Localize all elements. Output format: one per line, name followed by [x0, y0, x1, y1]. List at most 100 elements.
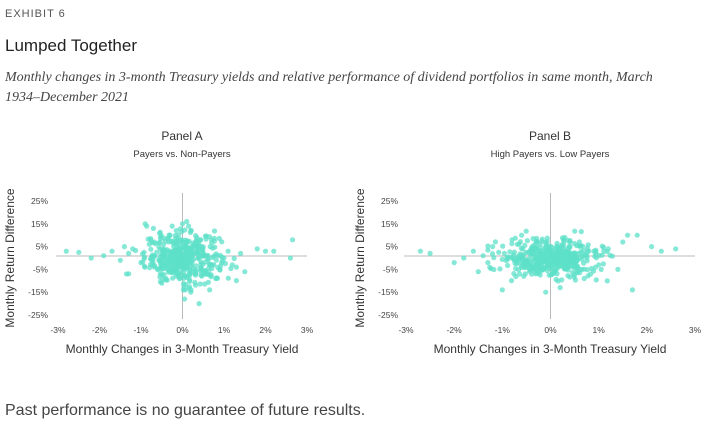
scatter-point	[577, 270, 583, 276]
scatter-point	[500, 243, 506, 249]
scatter-point	[193, 263, 199, 269]
scatter-point	[173, 228, 179, 234]
scatter-point	[531, 247, 537, 253]
scatter-point	[214, 253, 221, 259]
scatter-point	[522, 271, 528, 277]
scatter-point	[130, 246, 136, 252]
scatter-point	[554, 243, 560, 249]
scatter-point	[206, 261, 212, 267]
scatter-point	[554, 260, 560, 266]
scatter-point	[161, 272, 167, 278]
scatter-point	[509, 237, 515, 243]
scatter-point	[181, 257, 187, 263]
scatter-point	[499, 256, 505, 262]
scatter-point	[475, 269, 481, 275]
scatter-point	[196, 252, 202, 258]
scatter-point	[150, 225, 156, 231]
scatter-point	[88, 255, 94, 261]
scatter-point	[497, 266, 503, 272]
y-tick-label: 25%	[381, 196, 398, 206]
y-tick-label: -15%	[378, 287, 398, 297]
panel-a-chart: Panel A Payers vs. Non-Payers 25% 15% 5% -5% -…	[3, 129, 314, 356]
scatter-point	[565, 273, 571, 279]
scatter-point	[193, 267, 199, 274]
scatter-point	[508, 278, 515, 284]
scatter-point	[182, 296, 188, 302]
scatter-point	[658, 248, 664, 254]
scatter-point	[198, 266, 205, 273]
scatter-point	[514, 241, 520, 247]
scatter-point	[629, 287, 635, 293]
scatter-point	[117, 257, 123, 263]
scatter-point	[193, 233, 199, 239]
scatter-point	[187, 266, 193, 272]
scatter-point	[146, 241, 152, 247]
scatter-point	[211, 228, 218, 234]
scatter-point	[179, 221, 186, 227]
scatter-point	[242, 269, 248, 275]
scatter-point	[155, 266, 161, 272]
scatter-point	[200, 271, 206, 277]
scatter-point	[549, 266, 555, 272]
scatter-point	[185, 247, 191, 253]
scatter-point	[193, 239, 199, 245]
scatter-point	[158, 257, 164, 263]
scatter-point	[523, 264, 529, 270]
scatter-point	[504, 254, 510, 261]
scatter-point	[183, 251, 189, 257]
y-tick-label: -5%	[33, 264, 49, 274]
scatter-point	[572, 262, 578, 269]
scatter-point	[451, 260, 457, 266]
scatter-point	[530, 261, 537, 268]
y-tick-label: 25%	[31, 196, 48, 206]
scatter-point	[173, 259, 179, 265]
scatter-point	[229, 262, 235, 268]
panel-subtitle: High Payers vs. Low Payers	[491, 149, 610, 160]
x-tick-label: -1%	[495, 325, 511, 335]
scatter-point	[171, 243, 177, 249]
scatter-point	[152, 263, 158, 269]
scatter-point	[558, 257, 564, 263]
scatter-point	[591, 248, 597, 254]
x-tick-label: 1%	[218, 325, 231, 335]
scatter-point	[571, 240, 578, 247]
scatter-point	[149, 254, 155, 260]
scatter-point	[512, 260, 518, 266]
scatter-point	[188, 227, 194, 234]
scatter-point	[673, 246, 679, 252]
scatter-points	[417, 228, 679, 295]
scatter-point	[289, 237, 296, 243]
x-tick-label: 0%	[176, 325, 189, 335]
scatter-point	[262, 248, 269, 254]
scatter-point	[596, 262, 602, 268]
scatter-point	[567, 244, 573, 250]
scatter-point	[138, 260, 144, 266]
exhibit-label: EXHIBIT 6	[5, 8, 66, 20]
y-tick-label: -25%	[28, 310, 48, 320]
scatter-point	[63, 248, 69, 254]
scatter-point	[167, 250, 173, 256]
scatter-point	[501, 250, 507, 256]
scatter-point	[562, 264, 568, 270]
scatter-point	[157, 274, 163, 280]
scatter-point	[517, 251, 523, 257]
y-tick-label: 5%	[386, 242, 399, 252]
y-axis-label: Monthly Return Difference	[3, 188, 17, 328]
panel-b-chart: Panel B High Payers vs. Low Payers 25% 15% 5…	[353, 129, 702, 356]
scatter-point	[489, 251, 496, 257]
y-tick-label: 15%	[381, 219, 398, 229]
scatter-point	[157, 229, 163, 235]
scatter-point	[161, 246, 167, 252]
scatter-point	[174, 269, 180, 275]
scatter-point	[581, 247, 587, 254]
scatter-point	[499, 287, 505, 293]
scatter-point	[609, 253, 615, 259]
scatter-point	[156, 240, 162, 246]
scatter-point	[203, 233, 209, 239]
scatter-point	[573, 254, 579, 260]
scatter-point	[517, 271, 523, 277]
x-tick-label: -1%	[133, 325, 149, 335]
scatter-point	[417, 248, 423, 254]
scatter-point	[529, 271, 535, 277]
scatter-point	[505, 262, 511, 269]
